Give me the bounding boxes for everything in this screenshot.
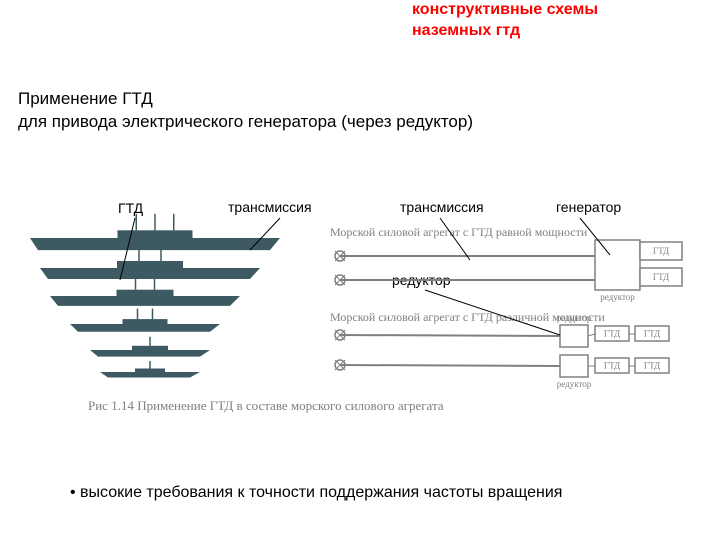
svg-text:редуктор: редуктор: [557, 313, 592, 323]
svg-text:редуктор: редуктор: [557, 379, 592, 389]
svg-text:ГТД: ГТД: [653, 246, 669, 256]
svg-text:редуктор: редуктор: [600, 292, 635, 302]
diagram-svg: редуктор ГТД ГТД редуктор редуктор ГТД ГТД ГТД Г…: [0, 0, 720, 540]
svg-text:ГТД: ГТД: [644, 361, 660, 371]
svg-text:ГТД: ГТД: [604, 361, 620, 371]
svg-text:ГТД: ГТД: [604, 329, 620, 339]
svg-text:ГТД: ГТД: [644, 329, 660, 339]
svg-text:ГТД: ГТД: [653, 272, 669, 282]
